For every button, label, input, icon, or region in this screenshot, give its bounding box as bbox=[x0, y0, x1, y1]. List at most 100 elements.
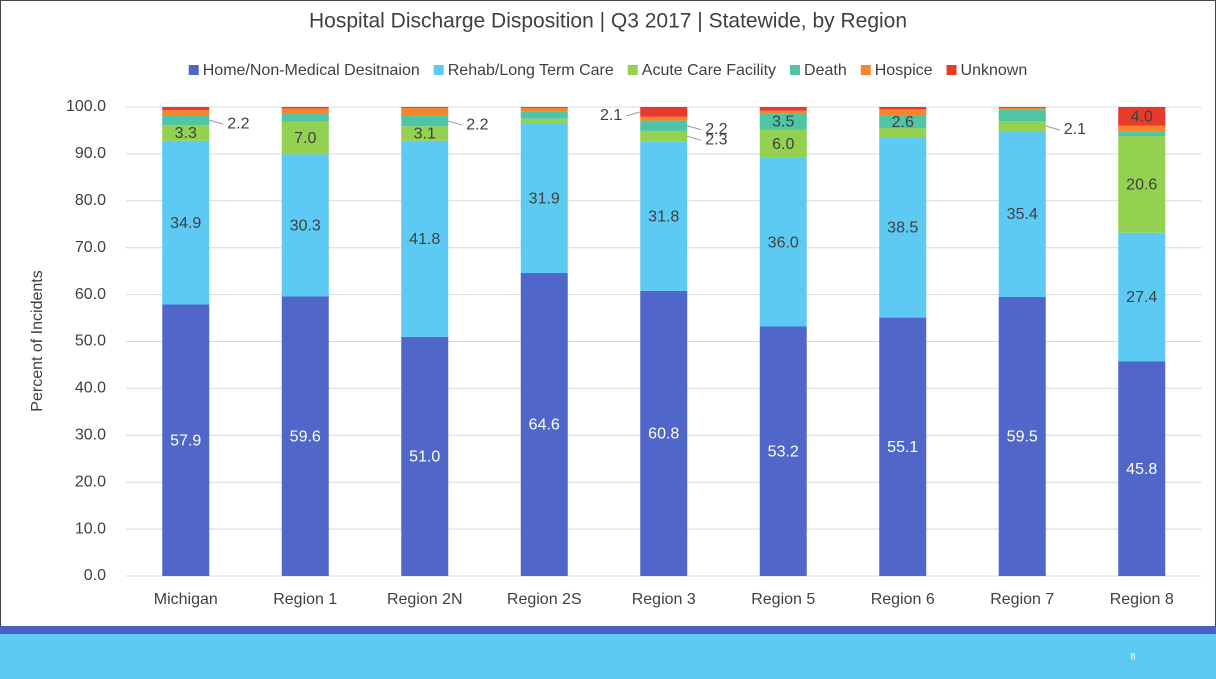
x-tick-label: Region 2S bbox=[507, 591, 582, 608]
bar-segment bbox=[998, 107, 1046, 108]
bar-segment bbox=[1118, 136, 1166, 233]
data-label: 55.1 bbox=[887, 439, 918, 456]
data-label: 59.6 bbox=[290, 428, 321, 445]
bar-segment bbox=[640, 120, 688, 131]
bar-segment bbox=[759, 129, 807, 158]
leader-line bbox=[209, 119, 224, 125]
x-tick-label: Region 1 bbox=[273, 591, 337, 608]
legend-label: Home/Non-Medical Desitnaion bbox=[203, 62, 420, 79]
y-tick-label: 0.0 bbox=[84, 567, 106, 584]
data-label: 20.6 bbox=[1126, 177, 1157, 194]
data-label: 2.2 bbox=[705, 121, 727, 138]
data-label: 31.9 bbox=[529, 190, 560, 207]
leader-line bbox=[687, 125, 702, 131]
bar-segment bbox=[879, 317, 927, 576]
bar-segment bbox=[401, 107, 449, 116]
bar-segment bbox=[520, 273, 568, 576]
x-tick-label: Region 8 bbox=[1110, 591, 1174, 608]
bar-segment bbox=[401, 336, 449, 576]
y-tick-label: 60.0 bbox=[75, 286, 106, 303]
data-label: 38.5 bbox=[887, 220, 918, 237]
bar-segment bbox=[401, 140, 449, 337]
footer-band bbox=[0, 634, 1216, 679]
y-tick-label: 70.0 bbox=[75, 239, 106, 256]
bar-segment bbox=[520, 107, 568, 108]
bar-segment bbox=[162, 140, 210, 305]
bar-segment bbox=[162, 304, 210, 576]
bar-segment bbox=[998, 107, 1046, 110]
bar-segment bbox=[759, 326, 807, 576]
legend-label: Rehab/Long Term Care bbox=[448, 62, 614, 79]
y-tick-label: 90.0 bbox=[75, 145, 106, 162]
y-tick-label: 30.0 bbox=[75, 427, 106, 444]
y-tick-label: 20.0 bbox=[75, 473, 106, 490]
bar-segment bbox=[640, 290, 688, 576]
page-number: 8 bbox=[1130, 651, 1135, 661]
bar-segment bbox=[281, 114, 329, 122]
bar-segment bbox=[520, 123, 568, 274]
bar-segment bbox=[1118, 361, 1166, 576]
x-tick-label: Region 3 bbox=[632, 591, 696, 608]
data-label: 3.1 bbox=[414, 126, 436, 143]
bar-segment bbox=[640, 130, 688, 142]
bar-segment bbox=[520, 118, 568, 124]
data-label: 45.8 bbox=[1126, 461, 1157, 478]
data-label: 7.0 bbox=[294, 130, 316, 147]
footer-stripe bbox=[0, 626, 1216, 634]
bar-segment bbox=[281, 154, 329, 297]
bar-segment bbox=[759, 107, 807, 111]
legend-swatch bbox=[790, 65, 801, 75]
bar-segment bbox=[1118, 125, 1166, 132]
bar-segment bbox=[998, 109, 1046, 122]
bar-segment bbox=[162, 114, 210, 126]
bar-segment bbox=[520, 107, 568, 112]
data-label: 2.2 bbox=[227, 115, 249, 132]
data-label: 4.0 bbox=[1131, 109, 1153, 126]
legend-swatch bbox=[627, 65, 638, 75]
data-label: 2.1 bbox=[600, 107, 622, 124]
bar-segment bbox=[401, 126, 449, 141]
data-label: 34.9 bbox=[170, 215, 201, 232]
bar-segment bbox=[879, 107, 927, 110]
data-label: 30.3 bbox=[290, 218, 321, 235]
legend-label: Hospice bbox=[875, 62, 933, 79]
leader-line bbox=[626, 111, 641, 117]
bar-segment bbox=[759, 157, 807, 327]
bar-segment bbox=[998, 121, 1046, 131]
data-label: 2.2 bbox=[466, 116, 488, 133]
data-label: 2.3 bbox=[705, 132, 727, 149]
data-label: 41.8 bbox=[409, 231, 440, 248]
bar-segment bbox=[281, 107, 329, 109]
bar-segment bbox=[879, 137, 927, 318]
data-label: 53.2 bbox=[768, 443, 799, 460]
x-tick-label: Region 6 bbox=[871, 591, 935, 608]
legend-swatch bbox=[188, 65, 199, 75]
data-label: 64.6 bbox=[529, 417, 560, 434]
bar-segment bbox=[520, 111, 568, 119]
y-tick-label: 50.0 bbox=[75, 333, 106, 350]
bar-segment bbox=[162, 107, 210, 111]
bar-segment bbox=[162, 125, 210, 141]
bar-segment bbox=[281, 108, 329, 115]
legend-swatch bbox=[946, 65, 957, 75]
y-tick-label: 100.0 bbox=[66, 98, 106, 115]
leader-line bbox=[1045, 125, 1060, 131]
legend-swatch bbox=[860, 65, 871, 75]
y-tick-label: 40.0 bbox=[75, 380, 106, 397]
y-axis-label: Percent of Incidents bbox=[29, 270, 46, 411]
legend-label: Death bbox=[804, 62, 847, 79]
bar-segment bbox=[401, 115, 449, 127]
x-tick-label: Michigan bbox=[154, 591, 218, 608]
leader-line bbox=[448, 120, 463, 126]
bar-segment bbox=[759, 113, 807, 130]
bar-segment bbox=[879, 115, 927, 129]
legend-swatch bbox=[433, 65, 444, 75]
data-label: 59.5 bbox=[1007, 429, 1038, 446]
data-label: 51.0 bbox=[409, 449, 440, 466]
legend-label: Acute Care Facility bbox=[642, 62, 776, 79]
bar-segment bbox=[640, 107, 688, 117]
bar-segment bbox=[281, 121, 329, 155]
bar-segment bbox=[998, 130, 1046, 297]
data-label: 6.0 bbox=[772, 136, 794, 153]
